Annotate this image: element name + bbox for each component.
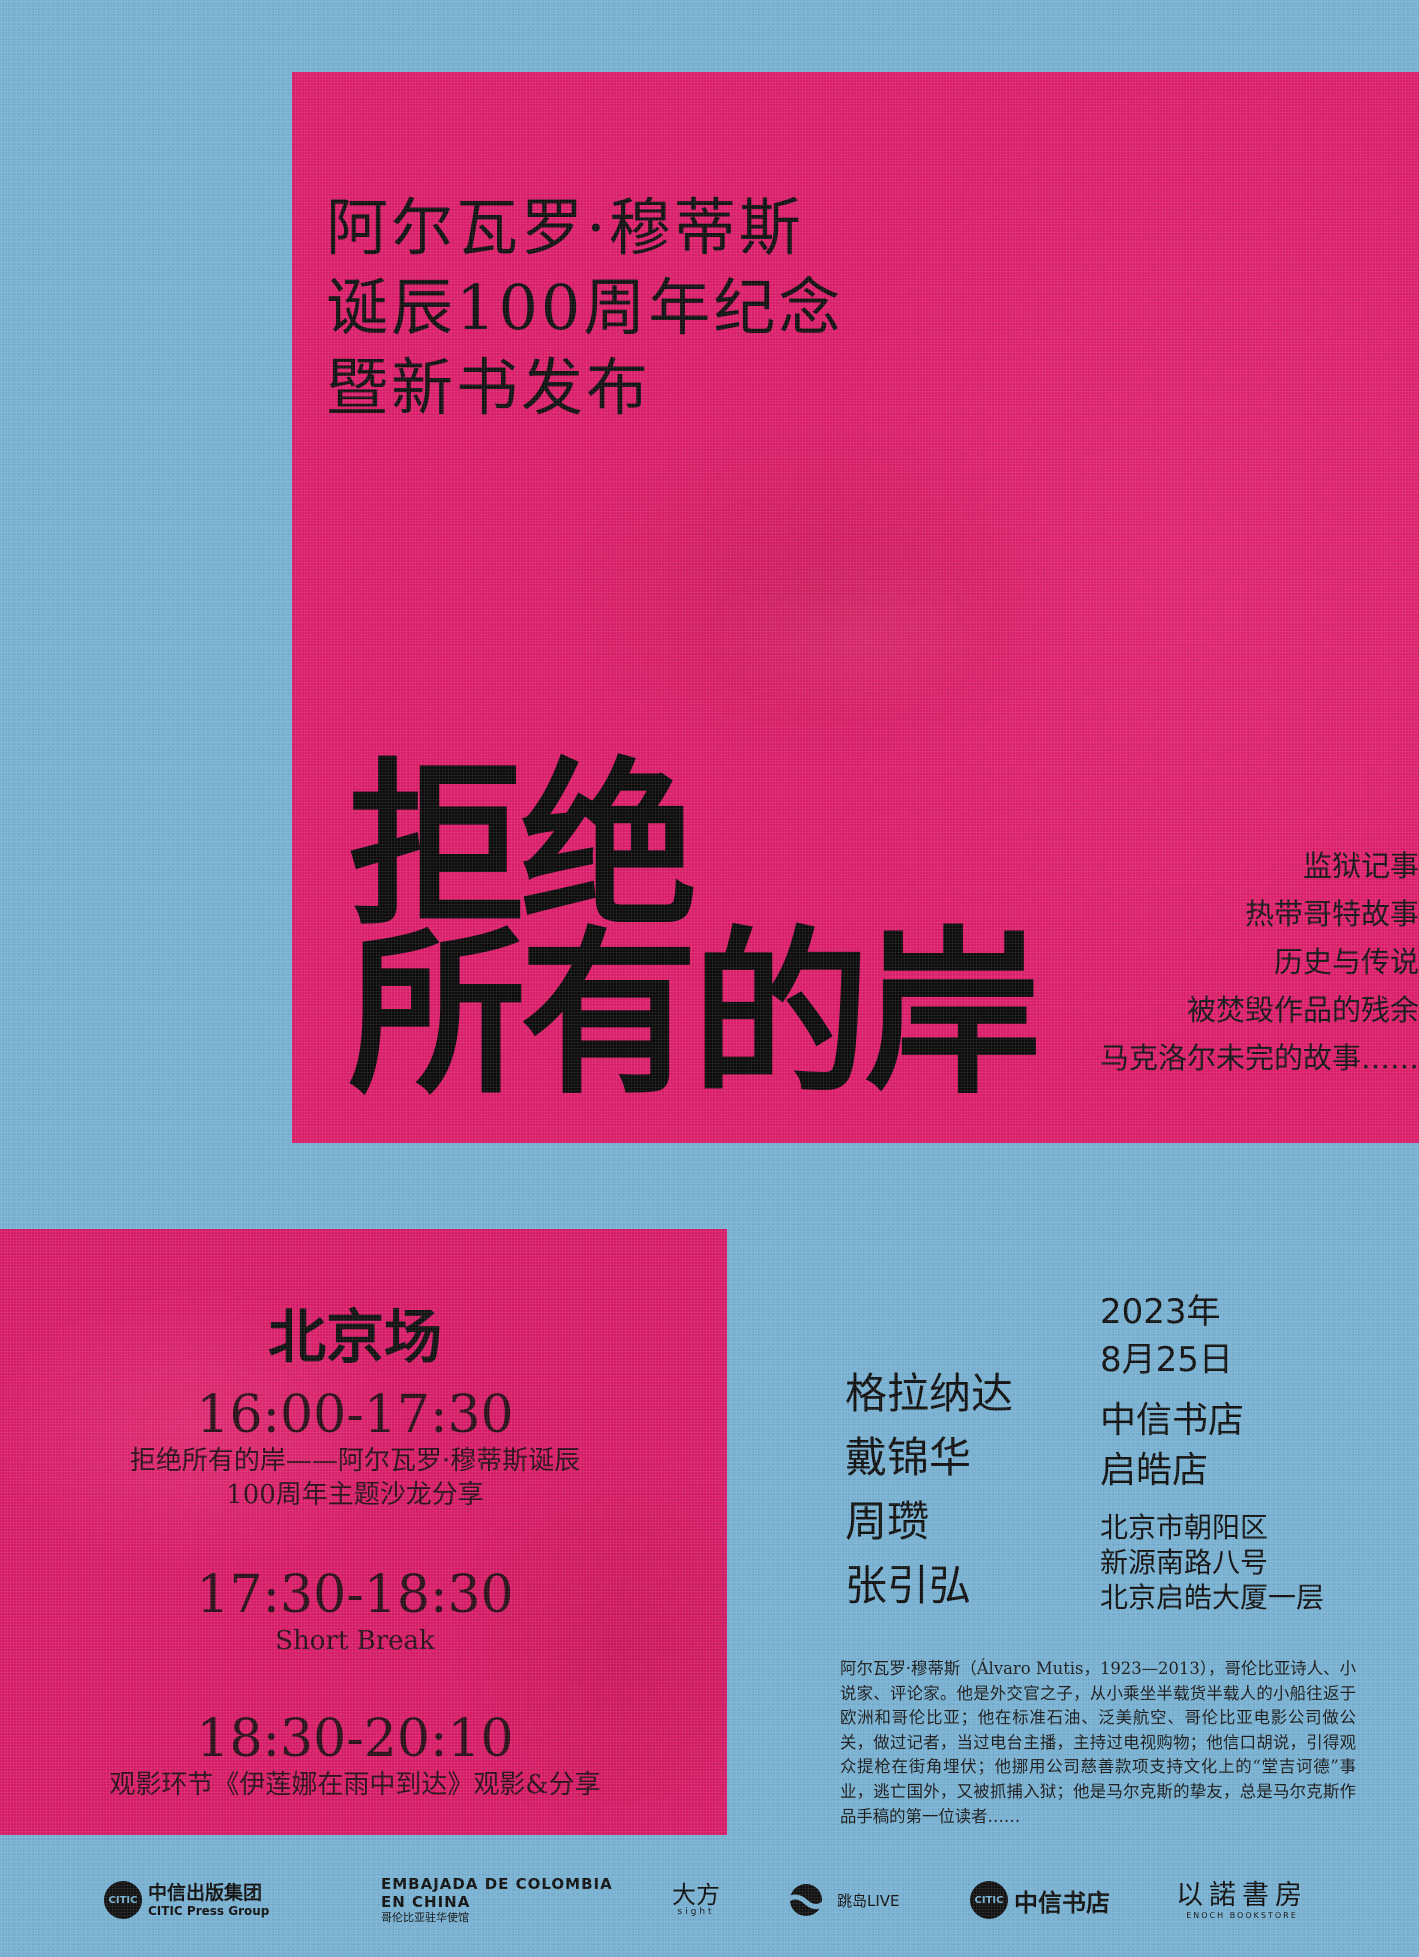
address-line: 新源南路八号 [1100,1546,1269,1579]
event-info: 2023年 8月25日 中信书店 启皓店 北京市朝阳区 新源南路八号 北京启皓大… [1100,1288,1324,1615]
tag-item: 监狱记事 [1302,849,1419,883]
live-logo: 跳岛LIVE [781,1870,900,1930]
citic-mark-icon: CITIC [970,1881,1008,1919]
enoch-name-en: ENOCH BOOKSTORE [1186,1910,1298,1920]
pink-hero-panel [292,72,1419,1143]
author-bio: 阿尔瓦罗·穆蒂斯（Álvaro Mutis，1923—2013），哥伦比亚诗人、… [840,1659,1356,1826]
live-name: 跳岛LIVE [837,1891,900,1910]
schedule-slot: 18:30-20:10 观影环节《伊莲娜在雨中到达》观影&分享 [0,1710,710,1802]
citic-mark-icon: CITIC [104,1881,142,1919]
schedule-slot: 17:30-18:30 Short Break [0,1566,710,1658]
colombia-embassy-logo: EMBAJADA DE COLOMBIA EN CHINA 哥伦比亚驻华使馆 [381,1870,613,1930]
event-address: 北京市朝阳区 新源南路八号 北京启皓大厦一层 [1100,1510,1324,1615]
event-title-line: 阿尔瓦罗·穆蒂斯 [326,191,804,264]
pink-schedule-panel [0,1229,727,1835]
tag-item: 热带哥特故事 [1244,897,1419,931]
venue-line: 启皓店 [1100,1450,1209,1491]
book-tags: 监狱记事 热带哥特故事 历史与传说 被焚毁作品的残余 马克洛尔未完的故事…… [1039,842,1419,1082]
guest-name: 戴锦华 [845,1433,972,1482]
venue-line: 中信书店 [1100,1400,1245,1441]
schedule-slot: 16:00-17:30 拒绝所有的岸——阿尔瓦罗·穆蒂斯诞辰 100周年主题沙龙… [0,1386,710,1512]
slot-time: 16:00-17:30 [196,1385,514,1445]
address-line: 北京市朝阳区 [1100,1511,1269,1544]
slot-time: 18:30-20:10 [196,1709,514,1769]
book-title-line: 所有的岸 [348,909,1042,1118]
citic-press-name: 中信出版集团 [148,1882,263,1904]
tag-item: 被焚毁作品的残余 [1186,993,1419,1027]
dafang-name-en: sight [677,1907,715,1917]
dafang-name: 大方 [672,1881,720,1909]
bookstore-name: 中信书店 [1014,1888,1110,1917]
venue-title: 北京场 [267,1303,442,1371]
embassy-line-zh: 哥伦比亚驻华使馆 [381,1911,469,1924]
citic-bookstore-logo: CITIC 中信书店 [970,1870,1110,1930]
dafang-logo: 大方 sight [672,1870,720,1930]
embassy-line: EN CHINA [381,1893,471,1911]
slot-desc: 拒绝所有的岸——阿尔瓦罗·穆蒂斯诞辰 [129,1446,581,1476]
guest-name: 格拉纳达 [845,1369,1014,1418]
slot-desc: Short Break [275,1626,435,1656]
slot-time: 17:30-18:30 [196,1565,514,1625]
sponsor-logos: CITIC 中信出版集团 CITIC Press Group EMBAJADA … [0,1870,1419,1930]
event-title-line: 暨新书发布 [326,351,652,424]
enoch-name: 以諾書房 [1176,1879,1308,1911]
event-date: 8月25日 [1100,1340,1233,1380]
citic-press-logo: CITIC 中信出版集团 CITIC Press Group [104,1870,269,1930]
guest-name: 张引弘 [845,1561,972,1610]
enoch-bookstore-logo: 以諾書房 ENOCH BOOKSTORE [1176,1870,1308,1930]
tag-item: 马克洛尔未完的故事…… [1099,1041,1419,1075]
event-year: 2023年 [1100,1292,1221,1332]
event-venue: 中信书店 启皓店 [1100,1396,1324,1496]
book-title-line: 拒绝 [348,741,698,950]
slot-desc: 100周年主题沙龙分享 [226,1480,484,1510]
event-title: 阿尔瓦罗·穆蒂斯 诞辰100周年纪念 暨新书发布 [326,188,843,428]
slot-desc: 观影环节《伊莲娜在雨中到达》观影&分享 [109,1770,601,1800]
guest-list: 格拉纳达 戴锦华 周瓒 张引弘 [845,1362,1013,1618]
tag-item: 历史与传说 [1273,945,1419,979]
address-line: 北京启皓大厦一层 [1100,1581,1325,1614]
guest-name: 周瓒 [845,1497,930,1546]
event-title-line: 诞辰100周年纪念 [326,271,844,344]
embassy-line: EMBAJADA DE COLOMBIA [381,1875,613,1893]
wave-icon [783,1884,829,1916]
book-title: 拒绝 所有的岸 [348,741,1042,1118]
citic-press-name-en: CITIC Press Group [148,1904,270,1918]
